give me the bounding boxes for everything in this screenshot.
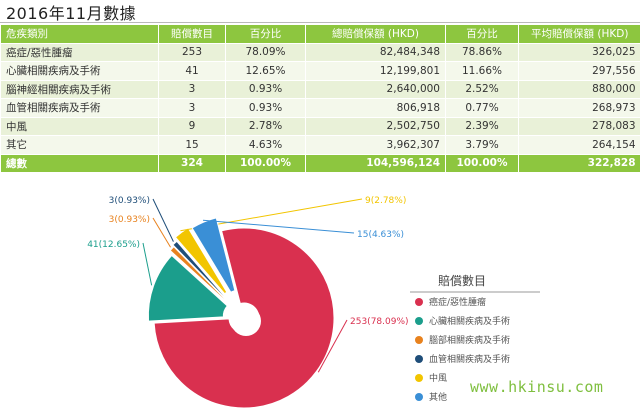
pie-slice [174, 227, 228, 295]
legend-item: 癌症/惡性腫瘤 [429, 296, 486, 308]
data-label: 41(12.65%) [87, 240, 140, 250]
col-header-total-amount: 總賠償保額 (HKD) [305, 25, 446, 44]
cell-total-amount: 806,918 [305, 98, 446, 118]
cell-count: 15 [158, 135, 226, 155]
legend-item: 腦部相關疾病及手術 [429, 334, 510, 346]
total-average-amount: 322,828 [518, 154, 640, 173]
table-row: 腦神經相關疾病及手術 3 0.93% 2,640,000 2.52% 880,0… [0, 80, 640, 99]
cell-amount-percent: 0.77% [445, 98, 519, 118]
legend-swatch [415, 393, 423, 401]
page-title: 2016年11月數據 [6, 4, 137, 23]
cell-count-percent: 2.78% [225, 117, 306, 136]
col-header-count: 賠償數目 [158, 25, 226, 44]
legend-item: 心臟相關疾病及手術 [429, 315, 510, 327]
legend-swatch [415, 336, 423, 344]
cell-count: 3 [158, 80, 226, 99]
total-amount: 104,596,124 [305, 154, 446, 173]
cell-category: 中風 [0, 117, 159, 136]
cell-count-percent: 78.09% [225, 43, 306, 62]
data-label: 9(2.78%) [365, 196, 406, 206]
watermark: www.hkinsu.com [470, 378, 604, 396]
cell-total-amount: 82,484,348 [305, 43, 446, 62]
cell-count: 41 [158, 61, 226, 81]
data-label: 3(0.93%) [109, 196, 150, 206]
legend-item: 血管相關疾病及手術 [429, 353, 510, 365]
legend-title: 賠償數目 [438, 273, 486, 288]
leader-line [317, 319, 348, 373]
cell-average-amount: 264,154 [518, 135, 640, 155]
table-row: 血管相關疾病及手術 3 0.93% 806,918 0.77% 268,973 [0, 98, 640, 118]
col-header-average-amount: 平均賠償保額 (HKD) [518, 25, 640, 44]
total-count: 324 [158, 154, 226, 173]
claims-table: 危疾類別 賠償數目 百分比 總賠償保額 (HKD) 百分比 平均賠償保額 (HK… [0, 25, 640, 173]
legend-swatch [415, 298, 423, 306]
table-total-row: 總數 324 100.00% 104,596,124 100.00% 322,8… [0, 154, 640, 173]
pie-slice [191, 217, 236, 293]
legend-swatch [415, 355, 423, 363]
cell-count-percent: 0.93% [225, 98, 306, 118]
legend-swatch [415, 374, 423, 382]
total-label: 總數 [0, 154, 159, 173]
claims-pie-chart: 253(78.09%) 41(12.65%) 3(0.93%) 3(0.93%) 9(2… [87, 196, 540, 409]
pie-slice [147, 254, 228, 322]
total-count-percent: 100.00% [225, 154, 306, 173]
pie-slice [172, 240, 227, 300]
leader-line [142, 242, 153, 286]
legend-item: 其他 [429, 391, 447, 403]
cell-count-percent: 0.93% [225, 80, 306, 99]
col-header-amount-percent: 百分比 [445, 25, 519, 44]
leader-line [202, 219, 355, 234]
cell-total-amount: 3,962,307 [305, 135, 446, 155]
total-amount-percent: 100.00% [445, 154, 519, 173]
cell-average-amount: 326,025 [518, 43, 640, 62]
cell-total-amount: 2,640,000 [305, 80, 446, 99]
cell-total-amount: 12,199,801 [305, 61, 446, 81]
cell-category: 心臟相關疾病及手術 [0, 61, 159, 81]
cell-amount-percent: 11.66% [445, 61, 519, 81]
title-divider [0, 22, 640, 23]
leader-line [152, 198, 174, 242]
cell-count-percent: 12.65% [225, 61, 306, 81]
table-row: 癌症/惡性腫瘤 253 78.09% 82,484,348 78.86% 326… [0, 43, 640, 62]
cell-count: 9 [158, 117, 226, 136]
data-label: 253(78.09%) [350, 317, 409, 327]
cell-average-amount: 880,000 [518, 80, 640, 99]
cell-amount-percent: 2.52% [445, 80, 519, 99]
cell-count: 3 [158, 98, 226, 118]
col-header-category: 危疾類別 [0, 25, 159, 44]
cell-amount-percent: 78.86% [445, 43, 519, 62]
pie-slice [169, 246, 228, 302]
cell-average-amount: 278,083 [518, 117, 640, 136]
pie-center-hole [231, 306, 261, 336]
cell-amount-percent: 3.79% [445, 135, 519, 155]
table-row: 其它 15 4.63% 3,962,307 3.79% 264,154 [0, 135, 640, 155]
cell-count-percent: 4.63% [225, 135, 306, 155]
cell-total-amount: 2,502,750 [305, 117, 446, 136]
table-row: 中風 9 2.78% 2,502,750 2.39% 278,083 [0, 117, 640, 136]
cell-average-amount: 268,973 [518, 98, 640, 118]
cell-category: 血管相關疾病及手術 [0, 98, 159, 118]
legend-item: 中風 [429, 372, 447, 384]
cell-average-amount: 297,556 [518, 61, 640, 81]
data-label: 15(4.63%) [357, 230, 404, 240]
legend-swatch [415, 317, 423, 325]
cell-category: 癌症/惡性腫瘤 [0, 43, 159, 62]
col-header-count-percent: 百分比 [225, 25, 306, 44]
table-header-row: 危疾類別 賠償數目 百分比 總賠償保額 (HKD) 百分比 平均賠償保額 (HK… [0, 25, 640, 44]
cell-category: 其它 [0, 135, 159, 155]
cell-count: 253 [158, 43, 226, 62]
table-row: 心臟相關疾病及手術 41 12.65% 12,199,801 11.66% 29… [0, 61, 640, 81]
cell-category: 腦神經相關疾病及手術 [0, 80, 159, 99]
leader-line [152, 217, 171, 248]
cell-amount-percent: 2.39% [445, 117, 519, 136]
data-label: 3(0.93%) [109, 215, 150, 225]
